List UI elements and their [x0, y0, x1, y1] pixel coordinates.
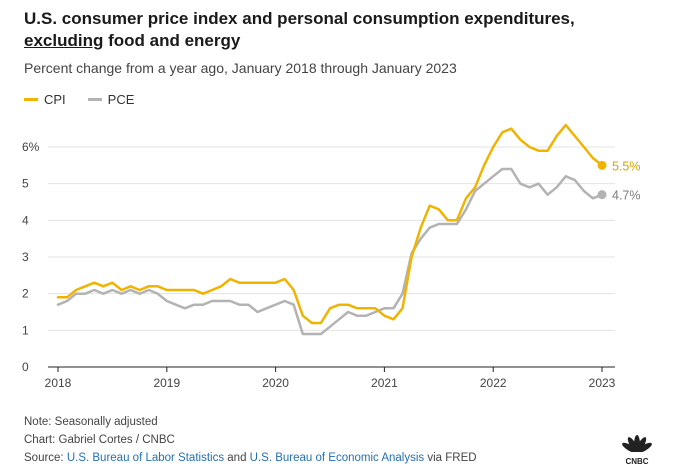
legend-label-cpi: CPI — [44, 92, 66, 107]
chart-subtitle: Percent change from a year ago, January … — [24, 60, 457, 76]
end-points: 4.7% 5.5% — [597, 159, 641, 203]
source-link-bls[interactable]: U.S. Bureau of Labor Statistics — [66, 452, 225, 464]
credit: Chart: Gabriel Cortes / CNBC — [24, 434, 175, 446]
source-suffix: via FRED — [424, 452, 477, 464]
x-tick-label: 2018 — [45, 376, 72, 390]
y-tick-label: 3 — [22, 250, 29, 264]
source-prefix: Source: — [24, 452, 67, 464]
x-axis: 2018 2019 2020 2021 2022 2023 — [45, 366, 616, 390]
note: Note: Seasonally adjusted — [24, 416, 158, 428]
y-tick-label: 0 — [22, 360, 29, 374]
title-line-1: U.S. consumer price index and personal c… — [24, 9, 575, 28]
x-tick-label: 2023 — [589, 376, 616, 390]
source-link-bea[interactable]: U.S. Bureau of Economic Analysis — [249, 452, 425, 464]
title-line-2: excluding food and energy — [24, 30, 664, 52]
series-line-pce — [56, 167, 604, 336]
x-tick-label: 2021 — [371, 376, 398, 390]
legend-item-pce: PCE — [87, 92, 135, 107]
end-label-cpi: 5.5% — [612, 159, 641, 173]
y-axis-ticks: 0 1 2 3 4 5 6% — [22, 140, 40, 374]
end-point-pce — [597, 190, 607, 200]
end-point-cpi — [597, 160, 607, 170]
y-tick-label: 5 — [22, 177, 29, 191]
legend-item-cpi: CPI — [24, 92, 66, 107]
end-label-pce: 4.7% — [612, 189, 641, 203]
series-lines — [56, 123, 604, 336]
chart-title: U.S. consumer price index and personal c… — [24, 8, 664, 52]
y-tick-label: 2 — [22, 287, 29, 301]
legend-swatch-pce — [87, 98, 102, 101]
cnbc-peacock-logo: CNBC — [622, 435, 652, 466]
x-tick-label: 2020 — [262, 376, 289, 390]
y-tick-label: 1 — [22, 323, 29, 337]
y-tick-label: 4 — [22, 213, 29, 227]
series-line-cpi — [56, 123, 604, 325]
gridlines — [48, 146, 615, 331]
source-mid: and — [224, 452, 250, 464]
title-underlined-word: excluding — [24, 31, 104, 50]
x-tick-label: 2019 — [153, 376, 180, 390]
title-line-2-rest: food and energy — [103, 31, 241, 50]
legend-swatch-cpi — [24, 98, 38, 101]
x-tick-label: 2022 — [480, 376, 507, 390]
y-tick-label: 6% — [22, 140, 40, 154]
legend: CPI PCE — [24, 92, 156, 107]
legend-label-pce: PCE — [107, 92, 135, 107]
logo-text: CNBC — [625, 457, 648, 466]
source-line: Source: U.S. Bureau of Labor Statistics … — [24, 452, 477, 464]
